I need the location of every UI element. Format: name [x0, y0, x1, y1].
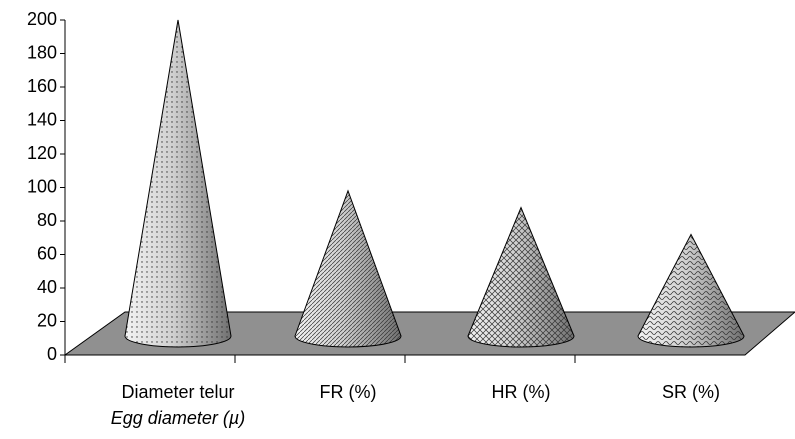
y-tick-label: 20: [37, 310, 57, 330]
y-tick-label: 120: [27, 143, 57, 163]
y-tick-label: 160: [27, 76, 57, 96]
cone: [124, 19, 232, 348]
x-tick-label: SR (%): [662, 382, 720, 402]
cone: [467, 206, 575, 348]
y-tick-label: 180: [27, 42, 57, 62]
y-tick-label: 100: [27, 176, 57, 196]
x-labels: Diameter telur FR (%) HR (%) SR (%) Egg diam…: [64, 354, 745, 428]
cones: [124, 19, 745, 348]
x-tick-label: FR (%): [320, 382, 377, 402]
y-tick-label: 40: [37, 277, 57, 297]
x-tick-label: HR (%): [492, 382, 551, 402]
cone-pattern: [294, 189, 402, 348]
y-axis: 0 20 40 60 80 100 120 140 160 180 200: [27, 9, 66, 364]
y-tick-label: 80: [37, 210, 57, 230]
x-tick-label: Diameter telur: [121, 382, 234, 402]
y-tick-label: 60: [37, 243, 57, 263]
y-tick-label: 140: [27, 109, 57, 129]
y-tick-label: 200: [27, 9, 57, 29]
cone-pattern: [124, 19, 232, 348]
cone: [637, 233, 745, 348]
y-tick-label: 0: [47, 344, 57, 364]
cone-pattern: [467, 206, 575, 348]
cone-pattern: [637, 233, 745, 348]
cone: [294, 189, 402, 348]
x-label-note: Egg diameter (µ): [111, 408, 245, 428]
